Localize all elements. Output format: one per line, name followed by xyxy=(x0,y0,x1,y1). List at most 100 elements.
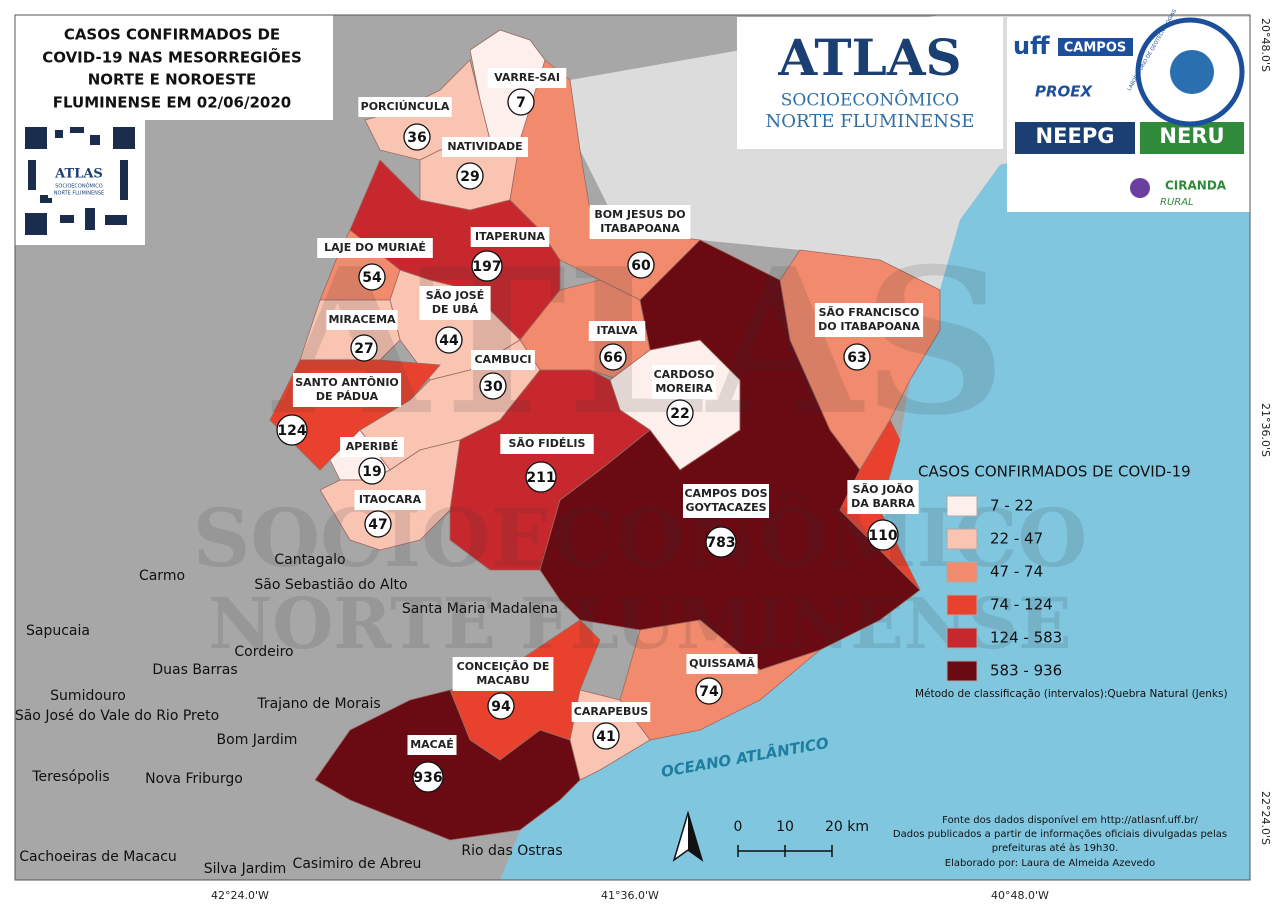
partner-logo: CIRANDA xyxy=(1165,179,1227,193)
scale-label: 0 xyxy=(734,819,743,835)
municipality-name: VARRE-SAI xyxy=(494,71,560,84)
source: Fonte dos dados disponível em http://atl… xyxy=(942,814,1198,826)
case-count: 94 xyxy=(491,699,511,715)
label-box xyxy=(571,702,651,722)
lon-label: 41°36.0'W xyxy=(601,889,659,902)
legend-swatch xyxy=(946,594,978,616)
municipality-name: SÃO FRANCISCO xyxy=(819,306,920,319)
neighbor-name: Teresópolis xyxy=(31,769,109,785)
legend-swatch xyxy=(946,528,978,550)
case-marker xyxy=(843,343,871,371)
case-marker xyxy=(627,251,655,279)
municipality-name: SANTO ANTÔNIO xyxy=(295,376,399,389)
label-box xyxy=(814,303,924,337)
case-marker xyxy=(479,372,507,400)
source: Elaborado por: Laura de Almeida Azevedo xyxy=(945,858,1155,869)
case-marker xyxy=(867,519,899,551)
title: NORTE E NOROESTE xyxy=(88,71,257,89)
ocean xyxy=(500,100,1250,880)
label-box xyxy=(683,484,769,518)
partner-logo: NERU xyxy=(1159,124,1224,148)
case-count: 60 xyxy=(631,258,651,274)
municipality-name: DE PÁDUA xyxy=(316,390,379,403)
label-box xyxy=(589,205,691,239)
municipality-name: ITAPERUNA xyxy=(475,230,545,243)
case-count: 66 xyxy=(603,350,622,366)
source: Dados publicados a partir de informações… xyxy=(893,829,1227,840)
neighbor-name: Rio das Ostras xyxy=(461,843,562,859)
case-count: 936 xyxy=(413,770,442,786)
case-marker xyxy=(412,761,444,793)
label-box xyxy=(471,350,535,370)
qr-logo: ATLAS xyxy=(54,167,103,182)
legend-method: Método de classificação (intervalos):Que… xyxy=(915,688,1228,700)
neighbor-name: São Sebastião do Alto xyxy=(254,577,407,593)
legend-label: 7 - 22 xyxy=(990,497,1034,515)
neighbor-name: Duas Barras xyxy=(152,662,237,678)
partner-logo: NEEPG xyxy=(1036,124,1115,148)
municipality-name: ITALVA xyxy=(596,324,638,337)
qr-logo: SOCIOECONÔMICO xyxy=(55,183,103,190)
neighbor-name: Santa Maria Madalena xyxy=(402,601,558,617)
neighbor-name: Sumidouro xyxy=(50,688,126,704)
legend-swatch xyxy=(946,660,978,682)
case-marker xyxy=(487,692,515,720)
title: CASOS CONFIRMADOS DE xyxy=(64,26,280,44)
municipality-name: NATIVIDADE xyxy=(447,140,522,153)
neighbor-name: Trajano de Morais xyxy=(256,696,380,712)
municipality-name: CARAPEBUS xyxy=(574,705,648,718)
case-count: 63 xyxy=(847,350,866,366)
case-count: 36 xyxy=(407,130,426,146)
label-box xyxy=(847,480,919,514)
case-count: 29 xyxy=(460,169,479,185)
case-count: 19 xyxy=(362,464,381,480)
legend: CASOS CONFIRMADOS DE COVID-19 Método de … xyxy=(915,463,1228,701)
legend-swatch xyxy=(946,561,978,583)
case-count: 124 xyxy=(277,423,306,439)
municipality-name: CAMPOS DOS xyxy=(684,487,767,500)
title-box xyxy=(15,15,333,120)
legend-swatch xyxy=(946,495,978,517)
qr-logo: NORTE FLUMINENSE xyxy=(54,191,104,197)
municipality-name: GOYTACAZES xyxy=(685,501,766,514)
case-marker xyxy=(525,461,557,493)
municipality-name: SÃO JOSÉ xyxy=(426,289,485,302)
case-marker xyxy=(364,510,392,538)
case-marker xyxy=(350,334,378,362)
neighbor-name: Sapucaia xyxy=(26,623,90,639)
map-frame xyxy=(14,14,1251,881)
case-count: 27 xyxy=(354,341,373,357)
label-box xyxy=(686,654,758,674)
watermark-text: NORTE FLUMINENSE xyxy=(208,582,1071,665)
scale-label: 20 km xyxy=(825,819,869,835)
municipality xyxy=(314,689,581,841)
label-box xyxy=(500,434,594,454)
legend-label: 74 - 124 xyxy=(990,596,1053,614)
legend-label: 22 - 47 xyxy=(990,530,1043,548)
label-box xyxy=(487,68,567,88)
case-count: 54 xyxy=(362,270,382,286)
municipality-name: LAJE DO MURIAÉ xyxy=(324,241,426,254)
municipality-name: CAMBUCI xyxy=(474,353,531,366)
lon-label: 42°24.0'W xyxy=(211,889,269,902)
title: COVID-19 NAS MESORREGIÕES xyxy=(42,48,302,67)
case-count: 74 xyxy=(699,684,719,700)
scale-label: 10 xyxy=(776,819,794,835)
label-box xyxy=(452,657,554,691)
case-count: 211 xyxy=(526,470,555,486)
case-count: 47 xyxy=(368,517,387,533)
label-box xyxy=(442,137,528,157)
label-box xyxy=(419,286,491,320)
municipality-name: ITABAPOANA xyxy=(600,222,680,235)
case-marker xyxy=(507,88,535,116)
municipality-name: DO ITABAPOANA xyxy=(818,320,920,333)
label-box xyxy=(354,490,426,510)
label-box xyxy=(317,238,433,258)
logo-icon xyxy=(1130,178,1150,198)
neighbor-name: Silva Jardim xyxy=(204,861,287,877)
case-marker xyxy=(592,722,620,750)
case-count: 783 xyxy=(706,535,735,551)
legend-title: CASOS CONFIRMADOS DE COVID-19 xyxy=(918,463,1191,481)
legend-swatch xyxy=(946,627,978,649)
